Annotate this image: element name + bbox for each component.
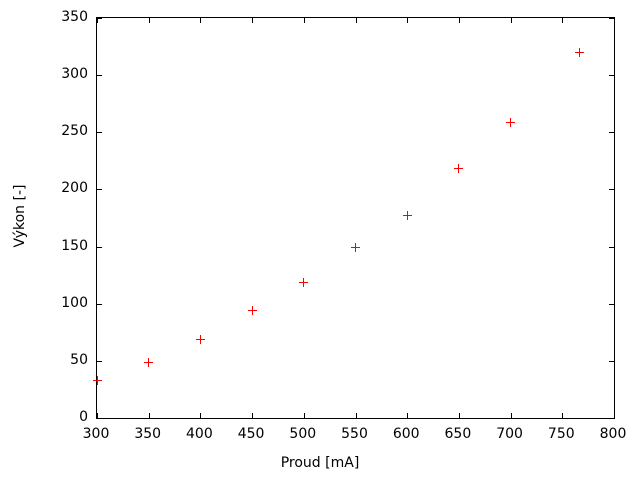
x-axis-tick-label: 700 (496, 426, 523, 442)
y-axis-tick (96, 360, 102, 362)
data-point-marker (195, 334, 205, 344)
x-axis-tick (614, 413, 615, 419)
x-axis-tick (510, 413, 512, 419)
x-axis-tick (97, 413, 98, 419)
data-point-marker (402, 211, 412, 221)
y-axis-tick (96, 303, 102, 305)
x-axis-tick (562, 413, 564, 419)
x-axis-tick-label: 500 (289, 426, 317, 442)
x-axis-tick-label: 750 (547, 426, 575, 442)
y-axis-tick (96, 418, 102, 419)
y-axis-tick-label: 250 (61, 123, 88, 140)
x-axis-tick (355, 413, 357, 419)
data-point-marker (92, 375, 102, 385)
y-axis-tick (96, 132, 102, 134)
x-axis-tick (407, 413, 409, 419)
y-axis-tick (609, 75, 615, 77)
y-axis-tick (609, 303, 615, 305)
y-axis-tick (609, 189, 615, 191)
x-axis-tick (510, 17, 512, 23)
x-axis-tick (200, 17, 202, 23)
y-axis-tick (96, 18, 102, 19)
y-axis-tick (96, 189, 102, 191)
y-axis-tick (609, 246, 615, 248)
x-axis-tick-label: 650 (444, 426, 472, 442)
x-axis-tick (303, 17, 305, 23)
x-axis-tick (614, 17, 615, 23)
x-axis-tick-label: 450 (237, 426, 265, 442)
y-axis-tick-label: 200 (61, 180, 88, 197)
data-point-marker (506, 117, 516, 127)
y-axis-tick-label: 300 (61, 66, 88, 83)
x-axis-title: Proud [mA] (280, 455, 360, 471)
y-axis-tick (609, 360, 615, 362)
x-axis-tick-label: 800 (599, 426, 627, 442)
x-axis-tick-label: 300 (82, 426, 110, 442)
x-axis-tick (200, 413, 202, 419)
x-axis-tick (355, 17, 357, 23)
plot-canvas (92, 18, 614, 418)
y-axis-tick (609, 18, 615, 19)
x-axis-tick (148, 17, 150, 23)
data-point-marker (351, 243, 360, 253)
x-axis-tick (303, 413, 305, 419)
data-point-marker (247, 306, 257, 316)
y-axis-tick (96, 246, 102, 248)
x-axis-tick-label: 550 (341, 426, 368, 442)
x-axis-tick-label: 600 (392, 426, 420, 442)
x-axis-tick (252, 17, 254, 23)
x-axis-tick (407, 17, 409, 23)
data-point-marker (299, 277, 309, 287)
x-axis-tick (562, 17, 564, 23)
y-axis-tick (96, 75, 102, 77)
y-axis-tick (609, 132, 615, 134)
data-point-marker (454, 164, 464, 174)
y-axis-tick-label: 350 (61, 9, 88, 25)
x-axis-tick (252, 413, 254, 419)
plot-area (92, 17, 615, 419)
y-axis-tick (609, 418, 615, 419)
y-axis-title: Výkon [-] (12, 184, 28, 248)
y-axis-tick-label: 100 (61, 294, 88, 311)
x-axis-tick-label: 400 (186, 426, 213, 442)
x-axis-tick (458, 413, 460, 419)
y-axis-tick-label: 0 (79, 409, 88, 425)
x-axis-tick-label: 350 (134, 426, 162, 442)
data-point-marker (575, 47, 585, 57)
x-axis-tick (97, 17, 98, 23)
y-axis-tick-label: 150 (61, 237, 88, 254)
data-point-marker (144, 357, 154, 367)
y-axis-tick-label: 50 (70, 351, 88, 368)
x-axis-tick (148, 413, 150, 419)
x-axis-tick (458, 17, 460, 23)
